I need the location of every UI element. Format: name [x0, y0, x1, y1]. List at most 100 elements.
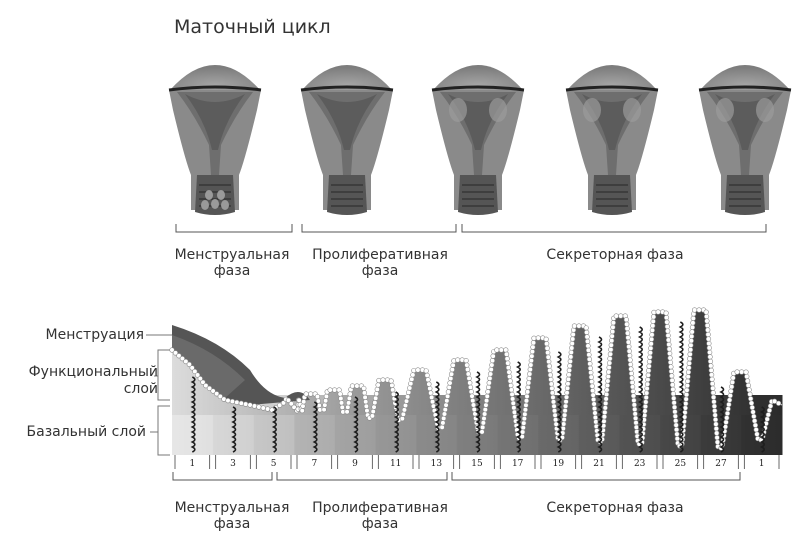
- epithelial-cell: [709, 372, 715, 378]
- epithelial-cell: [632, 415, 639, 421]
- epithelial-cell: [296, 397, 302, 403]
- epithelial-cell: [725, 406, 731, 412]
- epithelial-cell: [194, 372, 201, 378]
- epithelial-cell: [331, 387, 338, 393]
- epithelial-cell: [564, 390, 570, 396]
- spiral-artery: [515, 361, 521, 453]
- epithelial-cell: [260, 405, 266, 411]
- day-number: 13: [431, 459, 443, 469]
- epithelial-cell: [672, 409, 678, 415]
- epithelial-cell: [464, 366, 471, 373]
- epithelial-cell: [586, 352, 592, 358]
- epithelial-cell: [628, 370, 634, 377]
- epithelial-cell: [664, 319, 670, 325]
- spiral-artery: [312, 401, 318, 453]
- epithelial-cell: [665, 337, 672, 343]
- epithelial-cell: [361, 385, 367, 392]
- epithelial-cell: [214, 391, 220, 397]
- epithelial-cell: [345, 404, 351, 410]
- epithelial-cell: [529, 349, 535, 355]
- blood-drop: [211, 199, 219, 209]
- phase-bracket: [175, 224, 293, 233]
- epithelial-cell: [646, 359, 653, 365]
- epithelial-cell: [645, 376, 651, 383]
- epithelial-cell: [625, 330, 631, 336]
- epithelial-cell: [480, 420, 486, 426]
- epithelial-cell: [570, 336, 576, 342]
- epithelial-cell: [527, 371, 533, 377]
- epithelial-cell: [390, 391, 397, 397]
- epithelial-cell: [243, 401, 249, 407]
- epithelial-cell: [691, 307, 698, 313]
- epithelial-cell: [569, 340, 575, 347]
- uterus-shape: [564, 63, 660, 217]
- epithelial-cell: [685, 378, 691, 384]
- epithelial-cell: [408, 381, 414, 387]
- spiral-artery: [393, 391, 399, 453]
- epithelial-cell: [602, 405, 608, 411]
- spiral-artery: [678, 321, 684, 453]
- epithelial-cell: [744, 378, 751, 384]
- top-phase-secretory: Секреторная фаза: [546, 247, 684, 263]
- epithelial-cell: [509, 391, 515, 397]
- epithelial-cell: [672, 413, 678, 419]
- epithelial-cell: [609, 338, 615, 344]
- epithelial-cell: [374, 386, 380, 392]
- epithelial-cell: [285, 397, 291, 403]
- epithelial-cell: [747, 391, 753, 397]
- epithelial-cell: [739, 369, 745, 375]
- epithelial-cell: [483, 398, 490, 404]
- epithelial-cell: [485, 389, 491, 395]
- epithelial-cell: [752, 418, 758, 424]
- epithelial-cell: [753, 427, 759, 433]
- epithelial-cell: [764, 416, 770, 422]
- epithelial-cell: [711, 399, 717, 405]
- epithelial-cell: [346, 395, 352, 401]
- day-tick: [215, 455, 251, 469]
- epithelial-cell: [316, 402, 322, 409]
- epithelial-cell: [704, 318, 710, 324]
- epithelial-cell: [527, 366, 533, 373]
- epithelial-cell: [399, 416, 405, 422]
- epithelial-cell: [524, 393, 530, 399]
- epithelial-cell: [601, 414, 607, 420]
- top-phase-menstrual: Менструальная фаза: [174, 247, 290, 279]
- epithelial-cell: [649, 327, 655, 333]
- epithelial-cell: [730, 375, 736, 381]
- spiral-artery: [475, 371, 481, 453]
- epithelial-cell: [372, 400, 378, 406]
- uterus-illustration: [167, 63, 263, 217]
- epithelial-cell: [771, 398, 778, 404]
- epithelial-cell: [510, 396, 516, 402]
- epithelial-cell: [561, 421, 567, 427]
- epithelial-cell: [189, 365, 195, 371]
- epithelial-cell: [521, 416, 527, 422]
- epithelial-cell: [470, 398, 476, 404]
- epithelial-cell: [487, 375, 493, 382]
- epithelial-cell: [649, 332, 655, 338]
- epithelial-cell: [444, 393, 451, 399]
- epithelial-cell: [568, 349, 574, 356]
- epithelial-cell: [429, 399, 436, 405]
- epithelial-cell: [683, 391, 690, 398]
- day-tick: [540, 455, 577, 469]
- epithelial-cell: [338, 400, 345, 406]
- day-tick: [581, 455, 617, 469]
- day-tick: [337, 455, 373, 469]
- epithelial-cell: [605, 373, 611, 380]
- epithelial-cell: [706, 340, 712, 347]
- epithelial-cell: [724, 410, 731, 416]
- day-tick: [743, 455, 780, 469]
- epithelial-cell: [544, 345, 550, 351]
- epithelial-cell: [576, 323, 582, 329]
- day-number: 21: [593, 459, 604, 469]
- epithelial-cell: [520, 429, 526, 435]
- epithelial-cell: [440, 420, 446, 426]
- epithelial-cell: [712, 412, 718, 418]
- epithelial-cell: [629, 379, 635, 386]
- epithelial-cell: [371, 404, 377, 410]
- epithelial-cell: [528, 362, 534, 368]
- epithelial-cell: [443, 402, 449, 408]
- epithelial-cell: [583, 325, 589, 331]
